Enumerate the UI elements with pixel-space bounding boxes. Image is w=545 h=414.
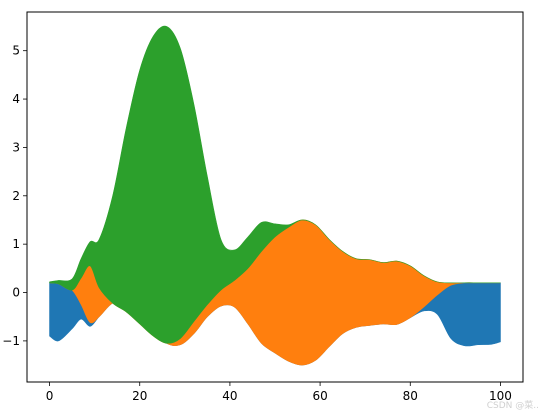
x-tick-label: 100: [489, 389, 512, 403]
y-tick-label: 5: [12, 44, 20, 58]
y-tick-label: 1: [12, 237, 20, 251]
watermark: CSDN @菜..: [486, 401, 539, 411]
y-axis-ticks: −1 0 1 2 3 4 5: [2, 44, 27, 348]
x-tick-label: 20: [132, 389, 147, 403]
y-tick-label: 3: [12, 140, 20, 154]
x-tick-label: 80: [403, 389, 418, 403]
x-axis-ticks: 0 20 40 60 80 100: [46, 382, 512, 403]
y-tick-label: −1: [2, 334, 20, 348]
series-layer: [49, 25, 501, 366]
y-tick-label: 2: [12, 189, 20, 203]
area-series-3: [49, 25, 501, 344]
plot-frame: [26, 11, 524, 383]
y-tick-label: 0: [12, 286, 20, 300]
y-tick-label: 4: [12, 92, 20, 106]
x-tick-label: 0: [46, 389, 54, 403]
x-tick-label: 40: [222, 389, 237, 403]
x-tick-label: 60: [312, 389, 327, 403]
